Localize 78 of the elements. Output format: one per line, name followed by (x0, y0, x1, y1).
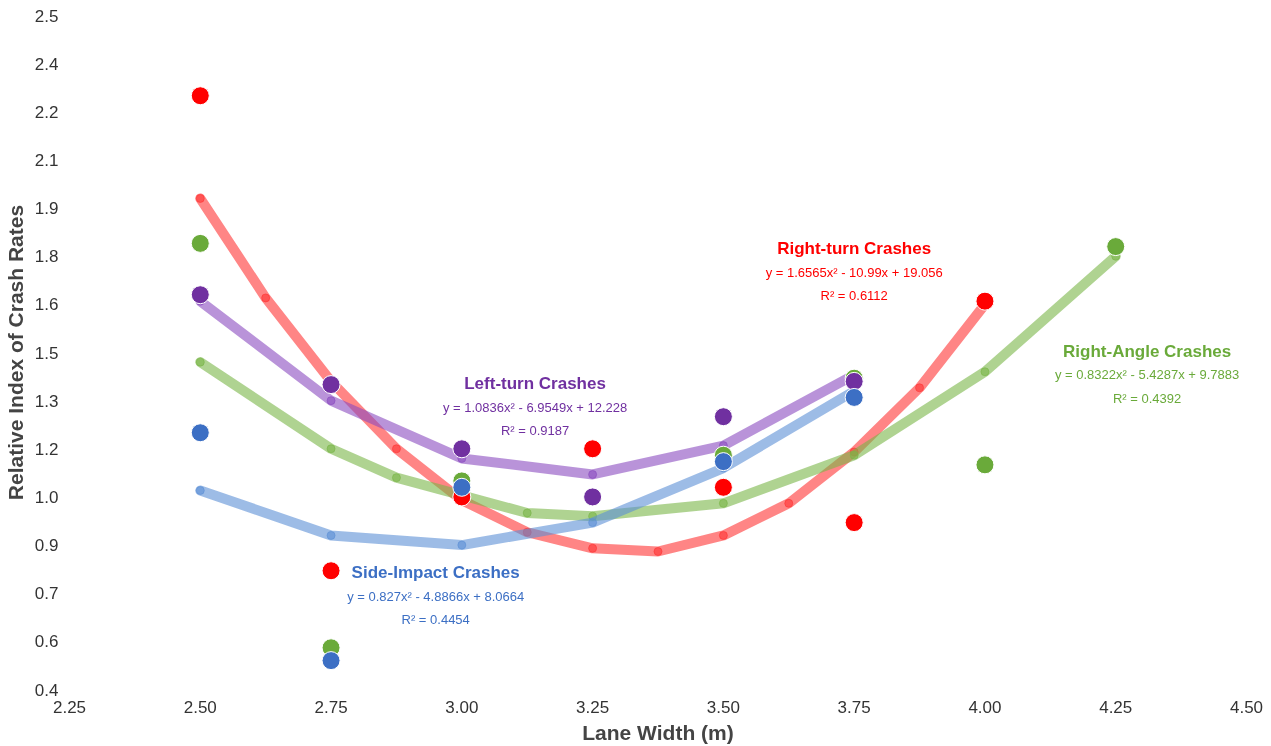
y-tick-label: 0.6 (34, 632, 59, 652)
text: Side-Impact Crashes (351, 562, 520, 582)
y-tick-label: 2.2 (34, 102, 59, 122)
point (588, 469, 598, 479)
point (195, 357, 205, 367)
text: Right-Angle Crashes (1063, 341, 1232, 361)
point (195, 193, 205, 203)
x-tick-label: 3.50 (706, 697, 740, 717)
point (713, 452, 733, 472)
point (583, 487, 603, 507)
annotation: y = 1.6565x² - 10.99x + 19.056 (765, 264, 943, 280)
point (326, 396, 336, 406)
annotation: R² = 0.4392 (1112, 390, 1182, 406)
point (522, 508, 532, 518)
point (975, 455, 995, 475)
x-tick-label: 3.25 (576, 697, 610, 717)
point (718, 530, 728, 540)
x-tick-label: 2.75 (314, 697, 348, 717)
point (588, 543, 598, 553)
point (713, 407, 733, 427)
point (653, 547, 663, 556)
point (975, 291, 995, 311)
point (457, 540, 467, 550)
x-axis-title: Lane Width (m) (582, 720, 734, 744)
annotation: R² = 0.4454 (401, 612, 470, 628)
x-tick-label: 4.25 (1099, 697, 1133, 717)
y-tick-label: 2.5 (34, 6, 59, 26)
y-tick-label: 0.9 (34, 536, 59, 556)
y-tick-label: 2.4 (34, 54, 59, 74)
point (452, 477, 472, 497)
point (391, 444, 401, 454)
point (190, 423, 210, 443)
point (190, 233, 210, 253)
point (713, 477, 733, 497)
y-axis-title: Relative Index of Crash Rates (3, 204, 27, 501)
y-tick-label: 1.8 (34, 247, 59, 267)
point (321, 561, 341, 581)
annotation: y = 0.8322x² - 5.4287x + 9.7883 (1054, 367, 1240, 383)
point (980, 367, 990, 377)
y-tick-label: 1.6 (34, 295, 59, 315)
annotation: R² = 0.6112 (820, 287, 888, 303)
y-tick-label: 1.5 (34, 343, 59, 363)
y-tick-label: 1.2 (34, 439, 59, 459)
point (452, 439, 472, 459)
point (784, 498, 794, 508)
x-tick-label: 2.25 (52, 697, 87, 717)
point (195, 486, 205, 495)
point (588, 518, 598, 528)
point (915, 383, 925, 393)
y-tick-label: 2.1 (34, 150, 59, 170)
point (718, 498, 728, 508)
x-tick-label: 4.00 (968, 697, 1002, 717)
point (326, 530, 336, 540)
point (190, 285, 210, 305)
point (844, 387, 864, 407)
annotation: R² = 0.9187 (500, 422, 570, 438)
x-tick-label: 2.50 (183, 697, 217, 717)
y-tick-label: 1.9 (34, 199, 59, 219)
point (190, 86, 210, 106)
y-tick-label: 1.3 (34, 391, 59, 411)
annotation: y = 1.0836x² - 6.9549x + 12.228 (442, 399, 628, 415)
y-tick-label: 0.4 (34, 680, 59, 700)
point (583, 439, 603, 459)
point (326, 444, 336, 454)
x-tick-label: 3.00 (445, 697, 479, 717)
point (261, 293, 271, 303)
point (844, 513, 864, 533)
x-tick-label: 3.75 (837, 697, 871, 717)
point (321, 651, 341, 671)
annotation: y = 0.827x² - 4.8866x + 8.0664 (347, 588, 525, 604)
point (1106, 237, 1126, 257)
x-tick-label: 4.50 (1229, 697, 1264, 717)
text: Left-turn Crashes (464, 373, 606, 393)
text: Right-turn Crashes (777, 238, 932, 258)
point (391, 473, 401, 483)
y-tick-label: 1.0 (34, 487, 59, 507)
y-tick-label: 0.7 (34, 584, 59, 604)
point (321, 375, 341, 395)
